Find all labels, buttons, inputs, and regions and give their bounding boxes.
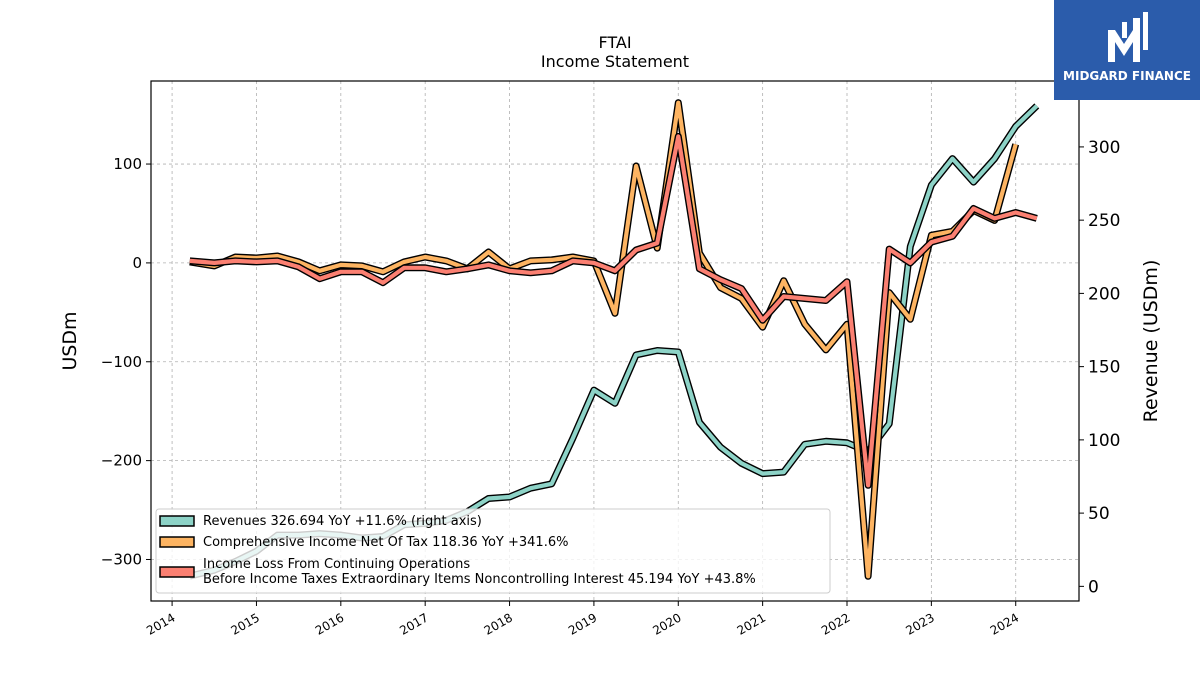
x-tick-label: 2017 [397, 610, 430, 637]
x-tick-label: 2014 [144, 610, 177, 637]
series-lines [188, 99, 1040, 580]
plot-frame [150, 80, 1080, 602]
x-tick-label: 2019 [566, 610, 599, 637]
y-axis-right: 0 50 100 150 200 250 300 [1079, 138, 1120, 597]
brand-name: MIDGARD FINANCE [1063, 69, 1191, 83]
y-right-tick-label: 300 [1088, 138, 1120, 158]
legend-swatch-income-loss [159, 566, 195, 578]
legend: Revenues 326.694 YoY +11.6% (right axis)… [155, 508, 831, 594]
y-left-tick-label: 0 [132, 254, 142, 272]
series-line-comprehensive-income [189, 100, 1018, 579]
series-outline-comprehensive-income [189, 99, 1020, 580]
brand-logo-icon [1108, 12, 1148, 62]
y-left-tick-label: −100 [101, 353, 142, 371]
x-tick-label: 2021 [735, 610, 768, 637]
series-line-income-loss [189, 134, 1038, 488]
legend-swatch-comprehensive-income [159, 536, 195, 548]
chart-subtitle: Income Statement [541, 52, 689, 71]
x-tick-label: 2020 [650, 610, 683, 637]
y-right-tick-label: 200 [1088, 284, 1120, 304]
y-right-tick-label: 0 [1088, 577, 1099, 597]
legend-label-comprehensive-income: Comprehensive Income Net Of Tax 118.36 Y… [203, 535, 568, 550]
legend-box [155, 508, 831, 594]
x-tick-label: 2018 [482, 610, 515, 637]
legend-label-revenues: Revenues 326.694 YoY +11.6% (right axis) [203, 514, 482, 529]
x-tick-label: 2023 [903, 610, 936, 637]
x-tick-label: 2016 [313, 610, 346, 637]
x-axis: 2014 2015 2016 2017 2018 2019 2020 2021 2022 2023… [144, 601, 1021, 638]
x-tick-label: 2015 [229, 610, 262, 637]
y-left-tick-label: 100 [113, 155, 142, 173]
y-right-tick-label: 150 [1088, 358, 1120, 378]
y-right-tick-label: 50 [1088, 504, 1110, 524]
series-outline-revenues [188, 103, 1040, 580]
series-line-revenues [189, 104, 1039, 579]
chart-title: FTAI [598, 33, 631, 52]
y-right-tick-label: 100 [1088, 431, 1120, 451]
y-left-tick-label: −200 [101, 452, 142, 470]
y-axis-right-label: Revenue (USDm) [1140, 260, 1162, 423]
y-axis-left: −300 −200 −100 0 100 [101, 155, 151, 568]
brand-logo: MIDGARD FINANCE [1054, 0, 1200, 100]
y-axis-left-label: USDm [59, 311, 81, 370]
legend-label-income-loss: Income Loss From Continuing Operations Be… [203, 557, 756, 587]
x-tick-label: 2022 [819, 610, 852, 637]
legend-swatch-revenues [159, 515, 195, 527]
y-right-tick-label: 250 [1088, 211, 1120, 231]
y-left-tick-label: −300 [101, 550, 142, 568]
x-tick-label: 2024 [988, 610, 1021, 637]
